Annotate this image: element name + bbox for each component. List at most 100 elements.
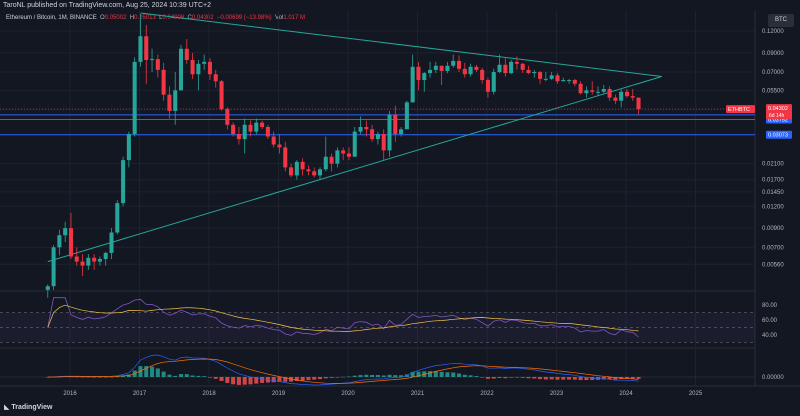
price-tick-label: 0.00700	[762, 245, 784, 251]
candle-body	[451, 60, 456, 66]
candle-body	[178, 48, 184, 91]
macd-histogram-bar	[271, 377, 276, 383]
candle-body	[526, 69, 531, 74]
candle-body	[474, 66, 479, 70]
macd-histogram-bar	[196, 375, 201, 377]
candle-body	[584, 90, 589, 94]
candle-body	[103, 252, 108, 260]
macd-histogram-bar	[445, 372, 450, 377]
macd-histogram-bar	[497, 377, 502, 378]
candle-body	[68, 228, 73, 257]
candle-body	[601, 89, 606, 92]
candle-body	[283, 147, 288, 168]
candle-body	[196, 63, 201, 75]
candle-body	[150, 59, 155, 61]
candle-body	[115, 203, 120, 233]
candle-body	[462, 68, 467, 75]
candle-body	[538, 72, 543, 79]
macd-histogram-bar	[80, 376, 85, 378]
candle-body	[572, 80, 577, 84]
macd-histogram-bar	[601, 377, 606, 380]
macd-histogram-bar	[161, 371, 166, 377]
macd-histogram-bar	[260, 377, 265, 383]
candle-body	[422, 73, 427, 81]
candle-body	[329, 156, 334, 164]
macd-histogram-bar	[74, 376, 79, 378]
macd-tick-label: 0.00000	[762, 375, 784, 381]
macd-histogram-bar	[636, 377, 641, 379]
candle-body	[167, 94, 172, 111]
year-label: 2020	[341, 391, 355, 397]
candle-body	[254, 122, 259, 132]
macd-histogram-bar	[277, 377, 282, 382]
year-label: 2021	[411, 391, 425, 397]
macd-histogram-bar	[607, 377, 612, 380]
macd-histogram-bar	[543, 377, 548, 380]
candle-body	[485, 80, 490, 92]
macd-histogram-bar	[526, 377, 531, 379]
candle-body	[509, 61, 514, 74]
macd-histogram-bar	[335, 377, 340, 378]
macd-histogram-bar	[578, 377, 583, 381]
macd-histogram-bar	[300, 377, 305, 381]
price-tick-label: 0.05500	[762, 88, 784, 94]
year-label: 2023	[550, 391, 564, 397]
rsi-tick-label: 60.00	[762, 318, 778, 324]
candle-body	[613, 97, 618, 101]
low-value: 0.04008	[162, 15, 185, 21]
macd-histogram-bar	[138, 366, 143, 377]
price-tick-label: 0.09000	[762, 51, 784, 57]
candle-body	[57, 235, 62, 248]
macd-histogram-bar	[358, 375, 363, 377]
candle-body	[144, 36, 149, 60]
candle-body	[503, 64, 508, 74]
candle-body	[138, 36, 143, 62]
macd-histogram-bar	[474, 376, 479, 377]
year-label: 2024	[619, 391, 633, 397]
candle-body	[231, 124, 236, 135]
macd-histogram-bar	[121, 375, 126, 377]
macd-histogram-bar	[144, 366, 149, 377]
macd-histogram-bar	[561, 377, 566, 380]
candle-body	[236, 134, 241, 140]
macd-histogram-bar	[538, 377, 543, 380]
macd-histogram-bar	[381, 375, 386, 377]
candle-body	[155, 59, 160, 70]
rsi-tick-label: 40.00	[762, 333, 778, 339]
candle-body	[561, 80, 566, 82]
price-tick-label: 0.01700	[762, 178, 784, 184]
macd-histogram-bar	[370, 374, 375, 377]
macd-histogram-bar	[167, 374, 172, 377]
candle-body	[439, 65, 444, 71]
candle-body	[468, 66, 473, 75]
macd-histogram-bar	[416, 371, 421, 377]
rsi-band-fill	[0, 312, 755, 343]
year-label: 2017	[133, 391, 147, 397]
open-value: 0.05002	[104, 15, 127, 21]
candle-body	[445, 65, 450, 71]
macd-histogram-bar	[485, 377, 490, 379]
macd-histogram-bar	[503, 377, 508, 379]
macd-histogram-bar	[242, 377, 247, 385]
candle-body	[387, 114, 392, 151]
candle-body	[607, 89, 612, 98]
macd-histogram-bar	[514, 377, 519, 378]
candle-body	[80, 261, 85, 266]
macd-histogram-bar	[109, 376, 114, 378]
candle-body	[323, 156, 328, 170]
candle-body	[624, 91, 629, 97]
macd-histogram-bar	[329, 377, 334, 378]
symbol-badge-label: ETHBTC	[728, 107, 750, 113]
macd-histogram-bar	[45, 377, 50, 378]
macd-histogram-bar	[410, 372, 415, 377]
macd-histogram-bar	[103, 376, 108, 378]
candle-body	[289, 167, 294, 176]
candle-body	[173, 90, 178, 111]
macd-histogram-bar	[150, 366, 155, 377]
macd-histogram-bar	[213, 377, 218, 379]
candle-body	[590, 90, 595, 92]
candle-body	[242, 124, 247, 140]
currency-badge[interactable]: BTC	[768, 14, 794, 27]
candle-body	[202, 61, 207, 64]
